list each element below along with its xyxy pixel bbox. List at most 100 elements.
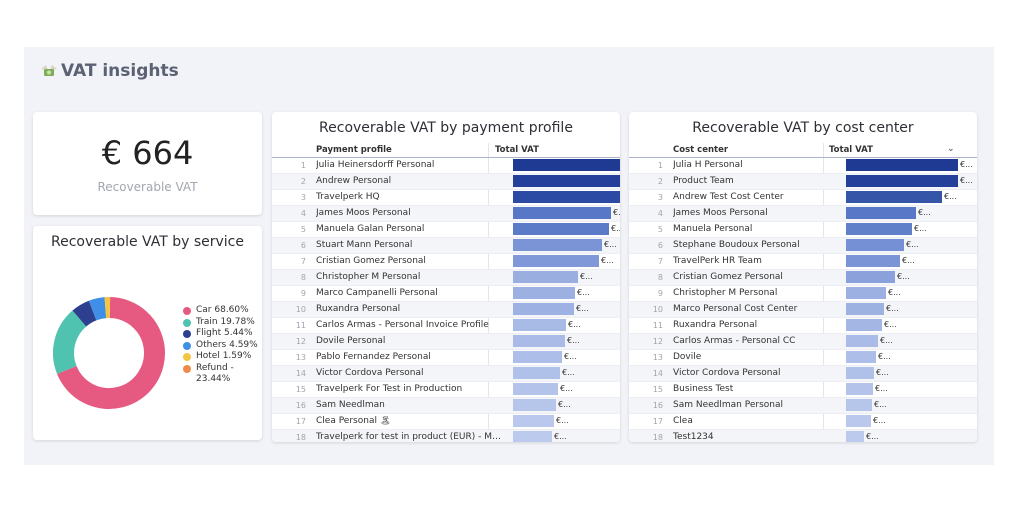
table-row[interactable]: 8 Christopher M Personal €... bbox=[272, 270, 620, 286]
row-name: Travelperk For Test in Production bbox=[316, 384, 463, 394]
column-header-cost-center[interactable]: Cost center bbox=[673, 145, 729, 155]
chevron-down-icon[interactable]: ⌄ bbox=[947, 144, 955, 154]
donut-slice-train[interactable] bbox=[53, 310, 87, 374]
legend-item-refund[interactable]: Refund - 23.44% bbox=[183, 363, 262, 386]
table-row[interactable]: 13 Dovile €... bbox=[629, 350, 977, 366]
table-row[interactable]: 5 Manuela Galan Personal €... bbox=[272, 222, 620, 238]
column-header-payment-profile[interactable]: Payment profile bbox=[316, 145, 392, 155]
vat-bar bbox=[513, 431, 552, 442]
row-index: 9 bbox=[657, 289, 663, 298]
bar-value-label: €... bbox=[878, 352, 891, 361]
vat-bar bbox=[846, 399, 872, 411]
vat-bar bbox=[846, 159, 958, 171]
table-row[interactable]: 4 James Moos Personal €... bbox=[272, 206, 620, 222]
vat-bar bbox=[846, 223, 912, 235]
row-name: Andrew Personal bbox=[316, 176, 392, 186]
vat-bar bbox=[846, 255, 900, 267]
table-row[interactable]: 7 TravelPerk HR Team €... bbox=[629, 254, 977, 270]
bar-value-label: €... bbox=[556, 416, 569, 425]
row-name: Andrew Test Cost Center bbox=[673, 192, 784, 202]
table-row[interactable]: 15 Travelperk For Test in Production €... bbox=[272, 382, 620, 398]
legend-dot bbox=[183, 307, 191, 315]
bar-value-label: €... bbox=[611, 224, 620, 233]
vat-bar bbox=[846, 191, 942, 203]
table-row[interactable]: 9 Marco Campanelli Personal €... bbox=[272, 286, 620, 302]
legend-dot bbox=[183, 353, 191, 361]
vat-bar bbox=[513, 175, 620, 187]
row-index: 13 bbox=[652, 353, 663, 362]
row-name: Marco Personal Cost Center bbox=[673, 304, 798, 314]
table-row[interactable]: 11 Ruxandra Personal €... bbox=[629, 318, 977, 334]
row-name: Travelperk for test in product (EUR) - M… bbox=[316, 432, 505, 442]
page-title-text: VAT insights bbox=[61, 61, 179, 81]
row-index: 7 bbox=[657, 257, 663, 266]
legend-label: Hotel 1.59% bbox=[196, 351, 252, 361]
column-header-total-vat[interactable]: Total VAT bbox=[829, 145, 873, 155]
table-row[interactable]: 8 Cristian Gomez Personal €... bbox=[629, 270, 977, 286]
vat-bar bbox=[513, 319, 566, 331]
table-row[interactable]: 16 Sam Needlman €... bbox=[272, 398, 620, 414]
table-row[interactable]: 14 Victor Cordova Personal €... bbox=[272, 366, 620, 382]
legend-item-car[interactable]: Car 68.60% bbox=[183, 305, 262, 317]
table-row[interactable]: 7 Cristian Gomez Personal €... bbox=[272, 254, 620, 270]
row-index: 6 bbox=[657, 241, 663, 250]
table-row[interactable]: 16 Sam Needlman Personal €... bbox=[629, 398, 977, 414]
bar-value-label: €... bbox=[560, 384, 573, 393]
row-name: Travelperk HQ bbox=[316, 192, 380, 202]
table-row[interactable]: 3 Andrew Test Cost Center €... bbox=[629, 190, 977, 206]
table-row[interactable]: 4 James Moos Personal €... bbox=[629, 206, 977, 222]
table-row[interactable]: 12 Carlos Armas - Personal CC €... bbox=[629, 334, 977, 350]
row-name: Business Test bbox=[673, 384, 734, 394]
row-name: James Moos Personal bbox=[673, 208, 768, 218]
bar-value-label: €... bbox=[873, 416, 886, 425]
vat-bar bbox=[846, 351, 876, 363]
table-body: 1 Julia H Personal €... 2 Product Team €... 3 A… bbox=[629, 158, 977, 442]
table-row[interactable]: 18 Travelperk for test in product (EUR) -… bbox=[272, 430, 620, 442]
legend-item-hotel[interactable]: Hotel 1.59% bbox=[183, 351, 262, 363]
bar-value-label: €... bbox=[944, 192, 957, 201]
row-name: Julia H Personal bbox=[673, 160, 743, 170]
table-row[interactable]: 10 Marco Personal Cost Center €... bbox=[629, 302, 977, 318]
table-row[interactable]: 1 Julia H Personal €... bbox=[629, 158, 977, 174]
legend-item-others[interactable]: Others 4.59% bbox=[183, 340, 262, 352]
table-row[interactable]: 17 Clea Personal 🏝 €... bbox=[272, 414, 620, 430]
vat-bar bbox=[513, 335, 565, 347]
table-row[interactable]: 9 Christopher M Personal €... bbox=[629, 286, 977, 302]
table-row[interactable]: 17 Clea €... bbox=[629, 414, 977, 430]
row-index: 4 bbox=[300, 209, 306, 218]
vat-bar bbox=[513, 255, 599, 267]
table-row[interactable]: 6 Stuart Mann Personal €... bbox=[272, 238, 620, 254]
table-row[interactable]: 15 Business Test €... bbox=[629, 382, 977, 398]
table-row[interactable]: 5 Manuela Personal €... bbox=[629, 222, 977, 238]
row-index: 12 bbox=[295, 337, 306, 346]
table-row[interactable]: 13 Pablo Fernandez Personal €... bbox=[272, 350, 620, 366]
vat-bar bbox=[846, 207, 916, 219]
table-row[interactable]: 14 Victor Cordova Personal €... bbox=[629, 366, 977, 382]
donut-slice-others[interactable] bbox=[88, 297, 107, 321]
table-row[interactable]: 2 Product Team €... bbox=[629, 174, 977, 190]
row-name: Victor Cordova Personal bbox=[316, 368, 424, 378]
table-header: Payment profile Total VAT bbox=[272, 143, 620, 158]
bar-value-label: €... bbox=[960, 160, 973, 169]
vat-bar bbox=[846, 271, 895, 283]
row-name: Marco Campanelli Personal bbox=[316, 288, 438, 298]
table-row[interactable]: 18 Test1234 €... bbox=[629, 430, 977, 442]
row-index: 17 bbox=[295, 417, 306, 426]
column-header-total-vat[interactable]: Total VAT bbox=[495, 145, 539, 155]
table-row[interactable]: 12 Dovile Personal €... bbox=[272, 334, 620, 350]
donut-slice-flight[interactable] bbox=[72, 300, 97, 327]
table-row[interactable]: 6 Stephane Boudoux Personal €... bbox=[629, 238, 977, 254]
donut-slice-car[interactable] bbox=[57, 297, 165, 409]
table-row[interactable]: 11 Carlos Armas - Personal Invoice Profil… bbox=[272, 318, 620, 334]
table-row[interactable]: 10 Ruxandra Personal €... bbox=[272, 302, 620, 318]
legend-item-flight[interactable]: Flight 5.44% bbox=[183, 328, 262, 340]
row-name: Ruxandra Personal bbox=[673, 320, 758, 330]
row-index: 10 bbox=[295, 305, 306, 314]
legend-item-train[interactable]: Train 19.78% bbox=[183, 317, 262, 329]
bar-value-label: €... bbox=[874, 400, 887, 409]
row-index: 3 bbox=[657, 193, 663, 202]
vat-bar bbox=[513, 399, 556, 411]
